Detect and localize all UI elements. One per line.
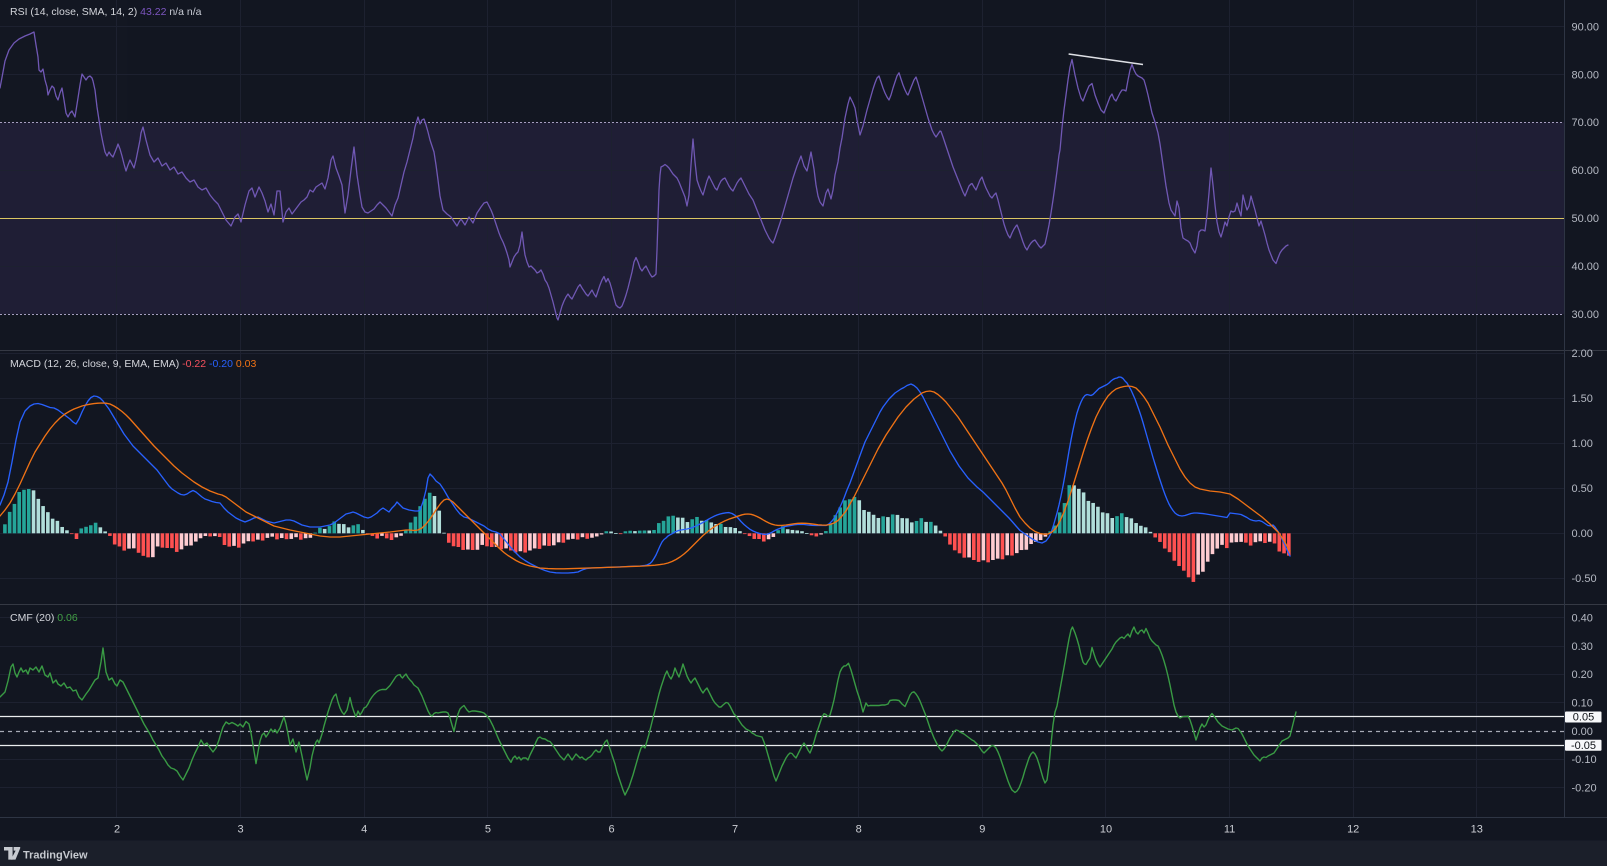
svg-text:3: 3 <box>238 824 244 836</box>
svg-text:TradingView: TradingView <box>23 850 88 862</box>
svg-text:10: 10 <box>1100 824 1112 836</box>
svg-text:6: 6 <box>608 824 614 836</box>
svg-text:12: 12 <box>1347 824 1359 836</box>
svg-text:90.00: 90.00 <box>1572 21 1600 33</box>
svg-text:60.00: 60.00 <box>1572 165 1600 177</box>
svg-text:8: 8 <box>856 824 862 836</box>
svg-text:RSI (14, close, SMA, 14, 2) 43: RSI (14, close, SMA, 14, 2) 43.22 n/a n/… <box>10 6 202 18</box>
svg-text:7: 7 <box>732 824 738 836</box>
svg-text:-0.50: -0.50 <box>1572 573 1597 585</box>
svg-text:40.00: 40.00 <box>1572 261 1600 273</box>
svg-text:0.00: 0.00 <box>1572 726 1593 738</box>
svg-text:CMF (20) 0.06: CMF (20) 0.06 <box>10 612 78 624</box>
svg-text:80.00: 80.00 <box>1572 69 1600 81</box>
svg-text:30.00: 30.00 <box>1572 309 1600 321</box>
svg-text:1.50: 1.50 <box>1572 393 1593 405</box>
svg-text:0.05: 0.05 <box>1573 712 1594 724</box>
svg-text:-0.10: -0.10 <box>1572 754 1597 766</box>
svg-text:0.20: 0.20 <box>1572 669 1593 681</box>
svg-text:-0.05: -0.05 <box>1571 740 1596 752</box>
svg-text:2: 2 <box>114 824 120 836</box>
svg-text:50.00: 50.00 <box>1572 213 1600 225</box>
svg-text:1.00: 1.00 <box>1572 438 1593 450</box>
svg-text:0.40: 0.40 <box>1572 613 1593 625</box>
svg-text:9: 9 <box>979 824 985 836</box>
svg-text:0.00: 0.00 <box>1572 528 1593 540</box>
svg-text:13: 13 <box>1471 824 1483 836</box>
svg-text:-0.20: -0.20 <box>1572 782 1597 794</box>
svg-text:70.00: 70.00 <box>1572 117 1600 129</box>
svg-text:11: 11 <box>1224 824 1235 836</box>
svg-text:4: 4 <box>361 824 367 836</box>
svg-text:MACD (12, 26, close, 9, EMA, E: MACD (12, 26, close, 9, EMA, EMA) -0.22 … <box>10 358 256 370</box>
svg-text:0.50: 0.50 <box>1572 483 1593 495</box>
svg-text:5: 5 <box>485 824 491 836</box>
svg-text:0.10: 0.10 <box>1572 698 1593 710</box>
svg-text:0.30: 0.30 <box>1572 641 1593 653</box>
svg-text:2.00: 2.00 <box>1572 348 1593 360</box>
